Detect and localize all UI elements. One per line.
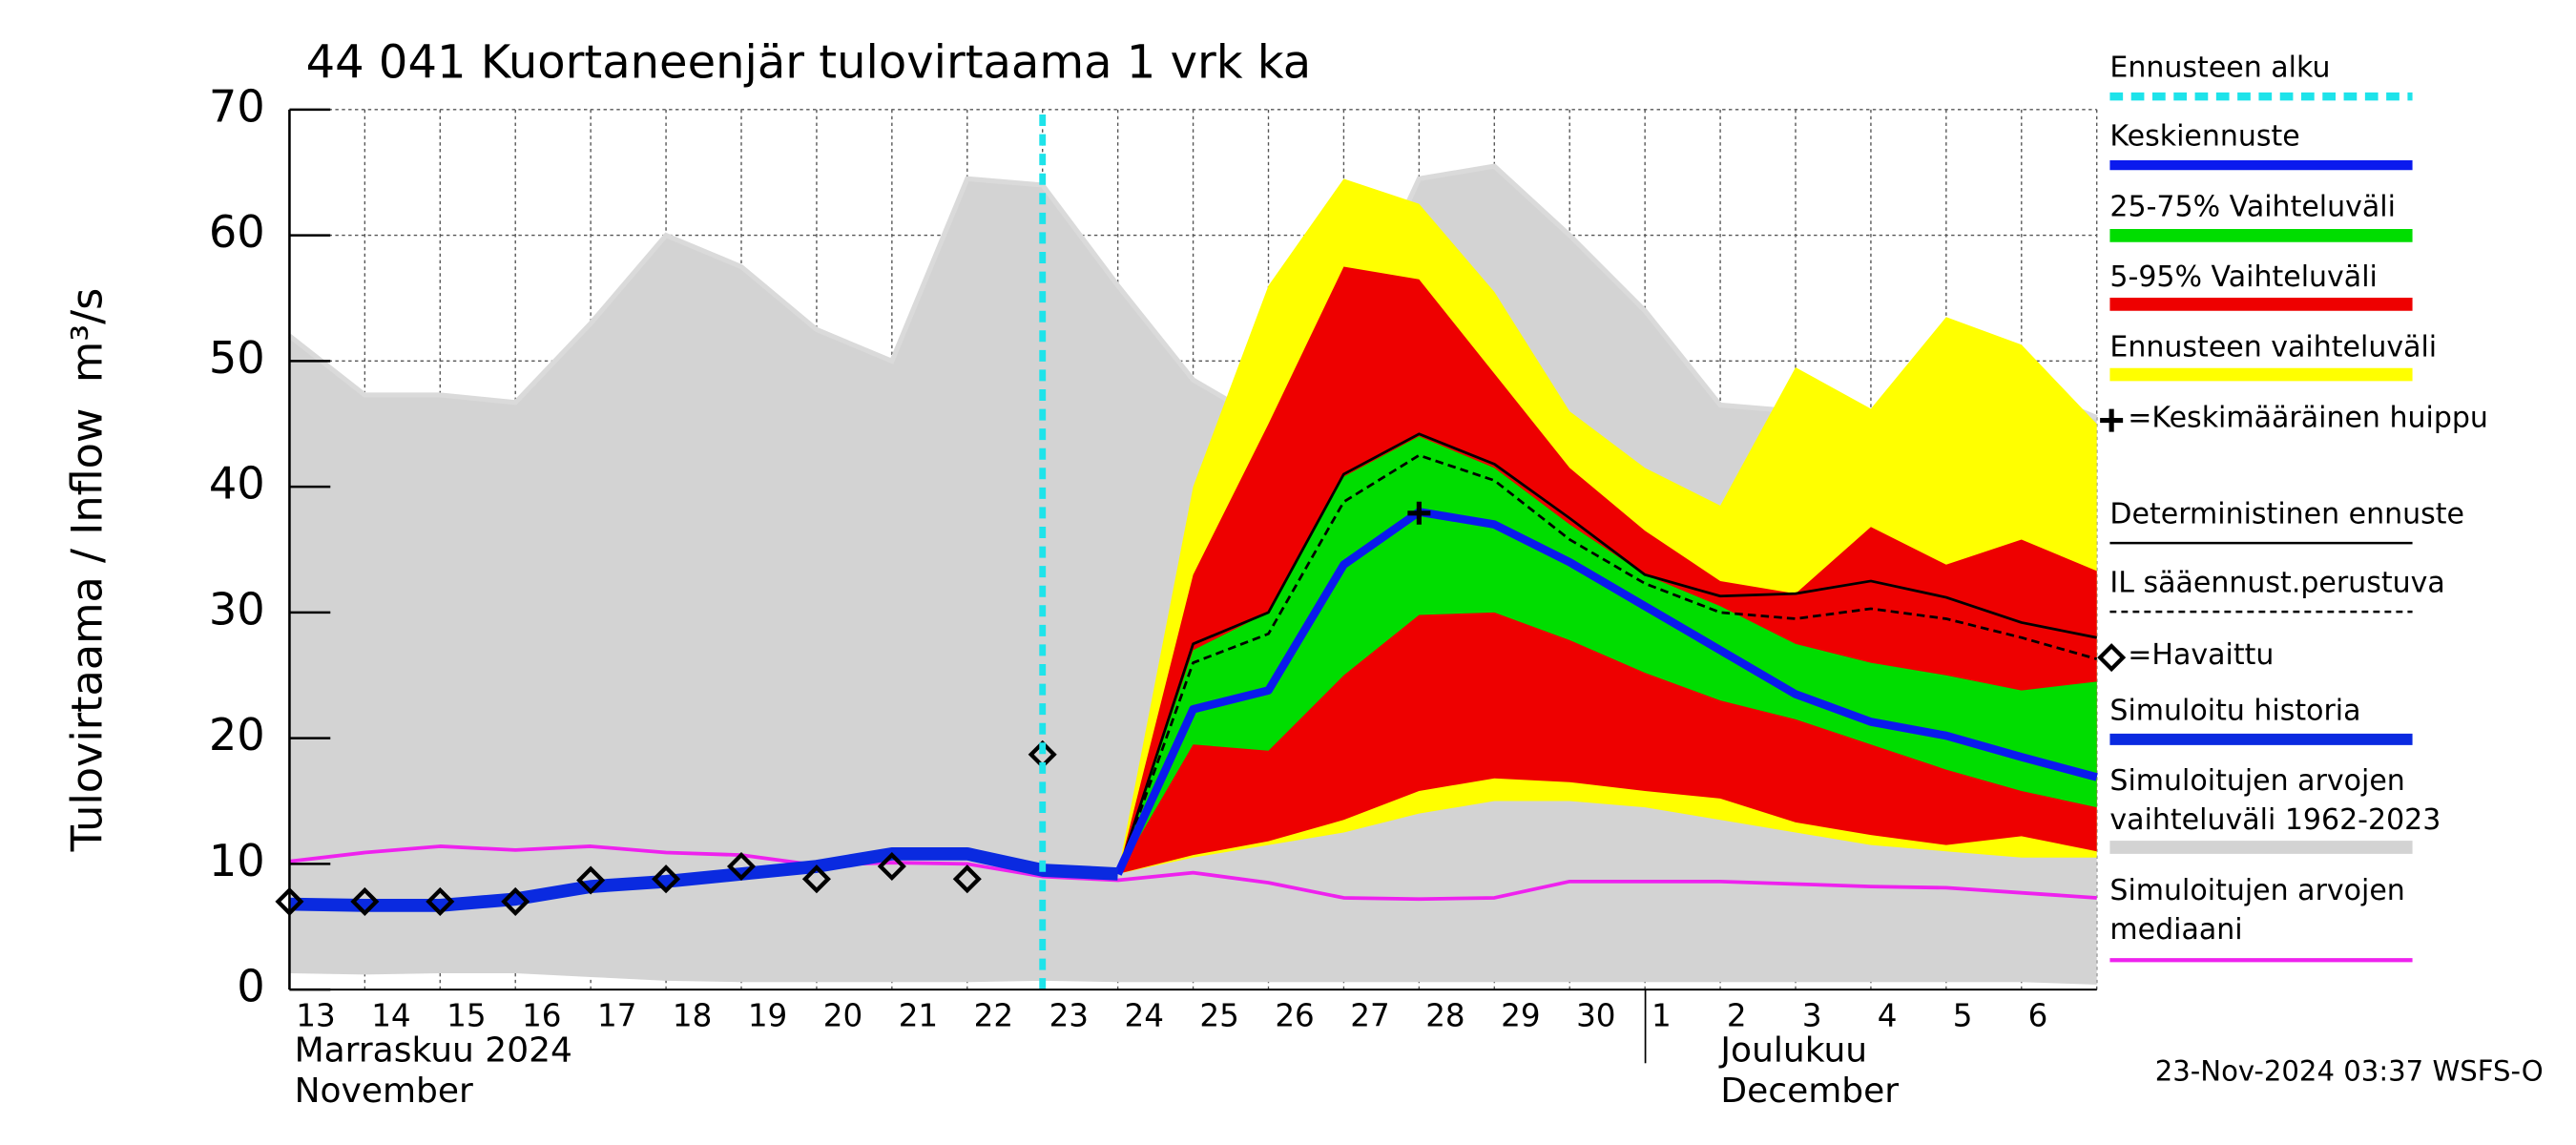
legend-marker: [2100, 408, 2124, 432]
month-label: November: [295, 1072, 473, 1111]
legend-item: Deterministinen ennuste: [2109, 498, 2465, 532]
x-tick-label: 5: [1953, 997, 1973, 1033]
observed-marker: [576, 865, 606, 895]
month-label: Joulukuu: [1718, 1030, 1867, 1070]
legend-marker: [2097, 643, 2127, 673]
legend-item: Simuloitujen arvojen mediaani: [2109, 875, 2405, 947]
legend-label: =Havaittu: [2128, 639, 2275, 673]
legend-item: Keskiennuste: [2109, 120, 2300, 155]
legend-label: =Keskimääräinen huippu: [2128, 402, 2488, 435]
y-axis-label: Tulovirtaama / Inflow: [62, 408, 112, 853]
x-tick-label: 1: [1652, 997, 1672, 1033]
legend-item: 25-75% Vaihteluväli: [2109, 191, 2396, 224]
x-tick-label: 17: [597, 997, 636, 1033]
x-tick-label: 18: [673, 997, 712, 1033]
x-tick-label: 19: [748, 997, 787, 1033]
legend-item: Simuloitujen arvojen vaihteluväli 1962-2…: [2109, 765, 2441, 838]
x-tick-label: 21: [899, 997, 938, 1033]
legend-label: 5-95% Vaihteluväli: [2109, 261, 2378, 295]
y-axis-unit: m³/s: [62, 288, 112, 384]
observed-marker: [350, 886, 380, 916]
month-label: Marraskuu 2024: [295, 1030, 572, 1070]
legend-item: =Keskimääräinen huippu: [2128, 402, 2488, 435]
x-tick-label: 29: [1501, 997, 1540, 1033]
x-tick-label: 4: [1878, 997, 1898, 1033]
observed-marker: [652, 864, 681, 894]
line: [289, 844, 2097, 902]
x-tick-label: 14: [371, 997, 410, 1033]
x-tick-label: 23: [1049, 997, 1089, 1033]
observed-marker: [877, 851, 906, 882]
x-tick-label: 26: [1275, 997, 1314, 1033]
x-tick-label: 30: [1576, 997, 1615, 1033]
legend-item: Ennusteen vaihteluväli: [2109, 332, 2438, 365]
y-tick-label: 20: [209, 709, 265, 760]
legend-item: =Havaittu: [2128, 639, 2275, 673]
chart-title: 44 041 Kuortaneenjär tulovirtaama 1 vrk …: [306, 36, 1312, 90]
x-tick-label: 6: [2028, 997, 2048, 1033]
y-tick-label: 70: [209, 80, 265, 132]
y-tick-label: 10: [209, 835, 265, 886]
observed-marker: [426, 886, 455, 916]
x-tick-label: 3: [1802, 997, 1822, 1033]
line: [1116, 453, 2098, 875]
x-tick-label: 28: [1425, 997, 1465, 1033]
legend-label: Deterministinen ennuste: [2109, 498, 2465, 532]
peak-marker: [1407, 501, 1431, 525]
line: [1113, 508, 2098, 876]
legend-item: IL sääennust.perustuva: [2109, 567, 2445, 601]
x-tick-label: 13: [296, 997, 335, 1033]
y-tick-label: 0: [237, 961, 264, 1012]
y-tick-label: 50: [209, 332, 265, 384]
legend-label: 25-75% Vaihteluväli: [2109, 191, 2396, 224]
x-tick-label: 16: [522, 997, 561, 1033]
observed-marker: [952, 864, 982, 894]
y-tick-label: 40: [209, 458, 265, 510]
band: [1117, 436, 2097, 874]
observed-marker: [501, 886, 530, 916]
legend-label: Ennusteen vaihteluväli: [2109, 332, 2438, 365]
legend-item: Simuloitu historia: [2109, 695, 2361, 728]
legend-item: 5-95% Vaihteluväli: [2109, 261, 2378, 295]
plot-area: [275, 109, 2098, 990]
legend-label: Simuloitujen arvojen mediaani: [2109, 875, 2405, 947]
legend-label: Simuloitu historia: [2109, 695, 2361, 728]
x-tick-label: 15: [447, 997, 486, 1033]
x-tick-label: 27: [1350, 997, 1389, 1033]
legend-item: Ennusteen alku: [2109, 52, 2331, 86]
x-tick-label: 25: [1199, 997, 1238, 1033]
month-label: December: [1720, 1072, 1899, 1111]
line: [289, 846, 1118, 912]
y-tick-label: 30: [209, 583, 265, 635]
legend-label: Simuloitujen arvojen vaihteluväli 1962-2…: [2109, 765, 2441, 838]
x-tick-label: 24: [1125, 997, 1164, 1033]
timestamp: 23-Nov-2024 03:37 WSFS-O: [2155, 1055, 2544, 1088]
x-tick-label: 20: [823, 997, 862, 1033]
legend-label: Ennusteen alku: [2109, 52, 2331, 86]
x-tick-label: 22: [974, 997, 1013, 1033]
legend-label: Keskiennuste: [2109, 120, 2300, 155]
legend-label: IL sääennust.perustuva: [2109, 567, 2445, 601]
y-tick-label: 60: [209, 206, 265, 258]
observed-marker: [726, 851, 757, 882]
line: [1116, 432, 2097, 875]
x-tick-label: 2: [1727, 997, 1747, 1033]
observed-marker: [801, 864, 831, 894]
